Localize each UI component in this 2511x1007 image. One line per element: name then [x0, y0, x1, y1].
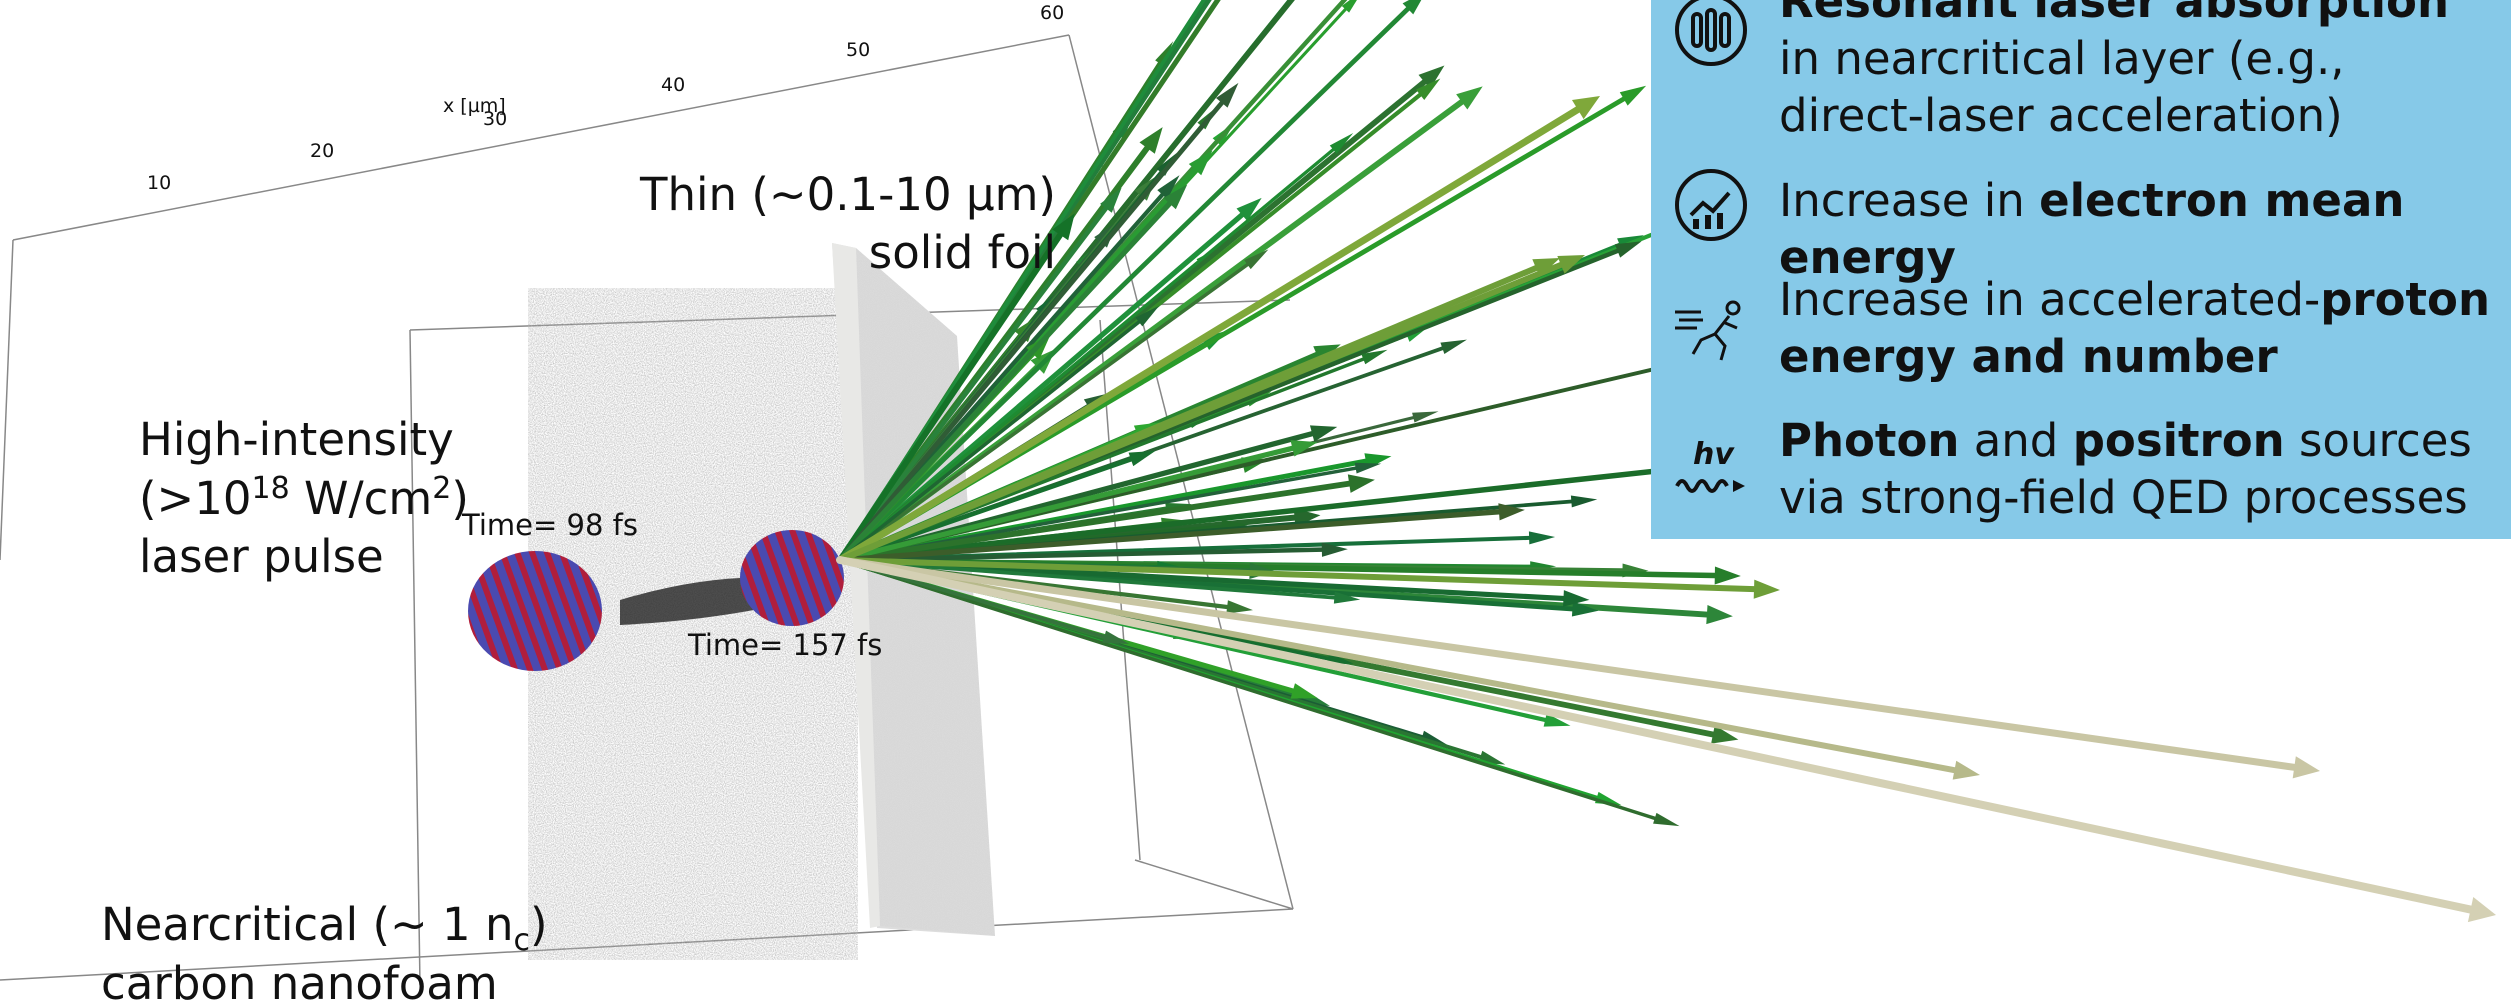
- arrow-head: [1355, 463, 1382, 474]
- time-label: Time= 98 fs: [461, 508, 638, 542]
- icon-energy: [1671, 165, 1751, 245]
- text: Nearcritical (~ 1 n: [101, 898, 513, 951]
- arrow-head: [1348, 474, 1375, 493]
- item-text: positron: [2073, 414, 2285, 467]
- foil-label: solid foil: [869, 226, 1056, 279]
- arrow-head: [1226, 600, 1253, 614]
- icon-qed: hv: [1671, 430, 1751, 510]
- time-label: Time= 157 fs: [687, 628, 882, 662]
- axis-tick-label: 10: [147, 172, 171, 194]
- item-text: in nearcritical layer (e.g., direct-lase…: [1779, 32, 2345, 142]
- arrow-head: [2468, 897, 2496, 922]
- superscript: 18: [252, 471, 290, 506]
- arrow-head: [1103, 631, 1130, 644]
- item-text: Photon: [1779, 414, 1959, 467]
- page: 102030405060 x [µm] Thin (~0.1-10 µm) so…: [0, 0, 2511, 1007]
- axis-tick-label: 20: [310, 140, 334, 162]
- foam-label: Nearcritical (~ 1 nc): [101, 898, 548, 958]
- arrow-head: [1953, 761, 1980, 780]
- arrow-head: [1706, 605, 1733, 624]
- laser-pulse-1: [468, 551, 602, 671]
- item-text: and: [1959, 414, 2072, 467]
- subscript: c: [513, 923, 530, 958]
- panel-item: Increase in accelerated-proton energy an…: [1779, 271, 2499, 385]
- arrow-head: [1653, 813, 1679, 826]
- axis-tick-label: 40: [661, 74, 685, 96]
- arrow-head: [1571, 496, 1597, 508]
- laser-label: High-intensity: [139, 413, 454, 466]
- arrow-head: [1715, 567, 1741, 585]
- info-panel: hv Resonant laser absorption in nearcrit…: [1651, 0, 2511, 539]
- arrow-shaft: [840, 560, 2294, 767]
- laser-pulse-2: [740, 530, 844, 626]
- item-text: Increase in accelerated-: [1779, 273, 2320, 326]
- icon-absorption: [1671, 0, 1751, 70]
- arrow-head: [1529, 531, 1555, 544]
- item-text: Resonant laser absorption: [1779, 0, 2449, 28]
- arrow-head: [1129, 451, 1156, 466]
- panel-item: Photon and positron sources via strong-f…: [1779, 412, 2499, 526]
- axis-tick-label: 50: [846, 39, 870, 61]
- text: ): [530, 898, 548, 951]
- laser-label: (>1018 W/cm2): [139, 471, 469, 525]
- panel-item: Increase in electron mean energy: [1779, 172, 2499, 286]
- foam-label: carbon nanofoam: [101, 957, 498, 1007]
- panel-item: Resonant laser absorption in nearcritica…: [1779, 0, 2499, 144]
- foil-label: Thin (~0.1-10 µm): [639, 168, 1056, 221]
- arrow-head: [2293, 756, 2320, 778]
- text: (>10: [139, 472, 252, 525]
- superscript: 2: [432, 471, 451, 506]
- axis-tick-label: 60: [1040, 2, 1064, 24]
- arrow-shaft: [840, 9, 1408, 560]
- arrow-head: [1620, 86, 1646, 106]
- arrow-head: [1754, 580, 1780, 599]
- arrow-head: [1440, 340, 1467, 354]
- arrow-head: [1291, 683, 1318, 698]
- axis-label: x [µm]: [443, 95, 506, 117]
- icon-text: hv: [1693, 437, 1735, 472]
- laser-label: laser pulse: [139, 530, 384, 583]
- item-text: Increase in: [1779, 174, 2039, 227]
- icon-proton: [1671, 290, 1751, 370]
- text: W/cm: [290, 472, 433, 525]
